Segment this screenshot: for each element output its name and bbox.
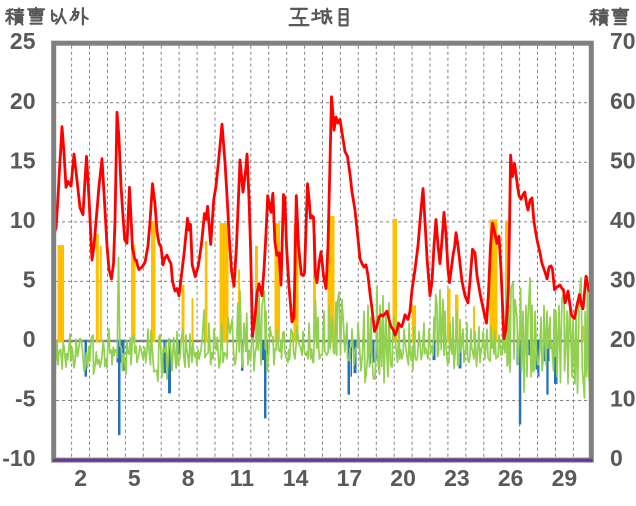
svg-text:-5: -5 [15, 386, 36, 412]
svg-text:8: 8 [182, 465, 195, 491]
svg-text:15: 15 [10, 147, 36, 173]
svg-text:-10: -10 [2, 445, 35, 471]
svg-text:23: 23 [444, 465, 470, 491]
svg-text:17: 17 [337, 465, 363, 491]
svg-text:60: 60 [610, 88, 636, 114]
svg-text:14: 14 [283, 465, 309, 491]
svg-text:30: 30 [610, 266, 636, 292]
svg-text:25: 25 [10, 28, 36, 54]
svg-text:20: 20 [10, 88, 36, 114]
svg-text:10: 10 [10, 207, 36, 233]
svg-text:0: 0 [23, 326, 36, 352]
svg-text:20: 20 [610, 326, 636, 352]
svg-text:29: 29 [552, 465, 578, 491]
svg-text:0: 0 [610, 445, 623, 471]
svg-text:10: 10 [610, 386, 636, 412]
svg-text:11: 11 [230, 465, 255, 491]
svg-text:70: 70 [610, 28, 636, 54]
svg-text:5: 5 [128, 465, 141, 491]
svg-text:40: 40 [610, 207, 636, 233]
svg-text:20: 20 [390, 465, 416, 491]
svg-text:50: 50 [610, 147, 636, 173]
svg-text:26: 26 [498, 465, 524, 491]
svg-text:5: 5 [23, 266, 36, 292]
svg-text:2: 2 [74, 465, 87, 491]
